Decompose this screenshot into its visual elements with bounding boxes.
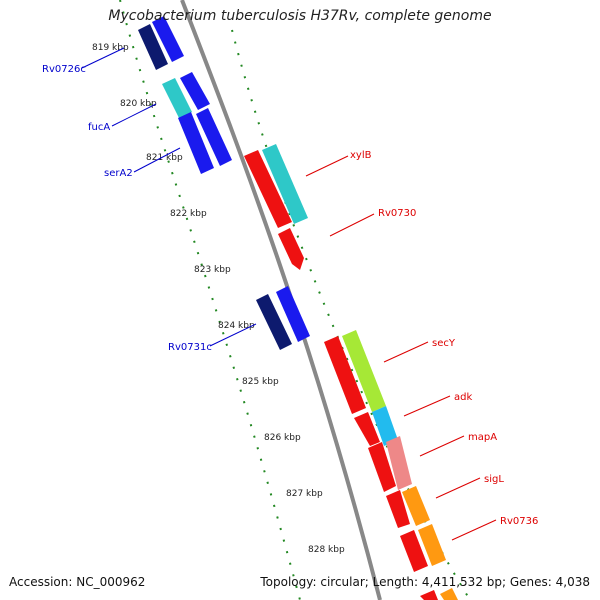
tick-label: 819 kbp bbox=[92, 43, 129, 53]
gene-sera2[interactable] bbox=[178, 112, 214, 174]
gene-label-sera2[interactable]: serA2 bbox=[104, 168, 133, 179]
gene-rv0726c-b[interactable] bbox=[152, 16, 184, 62]
label-leader bbox=[419, 435, 465, 457]
label-leader bbox=[403, 395, 451, 417]
gene-rv0732-b[interactable] bbox=[354, 412, 380, 446]
tick-label: 823 kbp bbox=[194, 265, 231, 275]
gene-sera2-b[interactable] bbox=[196, 108, 232, 166]
gene-tail-b[interactable] bbox=[440, 588, 458, 600]
gene-sigl[interactable] bbox=[402, 486, 430, 526]
gene-label-rv0731c[interactable]: Rv0731c bbox=[168, 342, 212, 353]
label-leader bbox=[435, 477, 481, 499]
genome-backbone bbox=[180, 0, 382, 600]
tick-label: 828 kbp bbox=[308, 545, 345, 555]
tick-label: 820 kbp bbox=[120, 99, 157, 109]
gene-label-mapa[interactable]: mapA bbox=[468, 432, 497, 443]
gene-rv0731c-a[interactable] bbox=[256, 294, 292, 350]
gene-rv0736[interactable] bbox=[418, 524, 446, 566]
gene-label-xylb[interactable]: xylB bbox=[350, 150, 372, 161]
reverse-strand-genes bbox=[138, 16, 310, 350]
gene-label-sigl[interactable]: sigL bbox=[484, 474, 504, 485]
gene-label-rv0736[interactable]: Rv0736 bbox=[500, 516, 538, 527]
label-leader bbox=[329, 213, 375, 237]
tick-label: 822 kbp bbox=[170, 209, 207, 219]
gene-fuca-b[interactable] bbox=[180, 72, 210, 110]
label-leader bbox=[133, 147, 181, 173]
gene-label-rv0726c[interactable]: Rv0726c bbox=[42, 64, 86, 75]
gene-label-adk[interactable]: adk bbox=[454, 392, 472, 403]
gene-label-rv0730[interactable]: Rv0730 bbox=[378, 208, 416, 219]
label-leader bbox=[81, 47, 125, 69]
gene-tail-a[interactable] bbox=[420, 590, 438, 600]
tick-label: 826 kbp bbox=[264, 433, 301, 443]
tick-label: 827 kbp bbox=[286, 489, 323, 499]
gene-rv0726c-a[interactable] bbox=[138, 24, 168, 70]
tick-label: 821 kbp bbox=[146, 153, 183, 163]
tick-label: 824 kbp bbox=[218, 321, 255, 331]
gene-mapa[interactable] bbox=[386, 436, 412, 490]
gene-adk[interactable] bbox=[372, 406, 398, 446]
gene-xylb-b[interactable] bbox=[262, 144, 308, 224]
label-leader bbox=[209, 323, 257, 347]
gene-xylb[interactable] bbox=[244, 150, 292, 228]
forward-strand-genes bbox=[244, 144, 458, 600]
forward-gene-labels: xylB Rv0730 secY adk mapA sigL Rv0736 bbox=[305, 150, 538, 541]
label-leader bbox=[305, 155, 349, 177]
gene-rv0731c-b[interactable] bbox=[276, 286, 310, 342]
label-leader bbox=[451, 519, 497, 541]
accession-text: Accession: NC_000962 bbox=[9, 575, 146, 589]
gene-secy[interactable] bbox=[342, 330, 386, 412]
gene-fuca[interactable] bbox=[162, 78, 192, 118]
reverse-strand-rail bbox=[119, 0, 301, 600]
gene-label-fuca[interactable]: fucA bbox=[88, 122, 110, 133]
gene-label-secy[interactable]: secY bbox=[432, 338, 456, 349]
label-leader bbox=[111, 103, 157, 127]
gene-sigl-a[interactable] bbox=[386, 490, 410, 528]
tick-label: 825 kbp bbox=[242, 377, 279, 387]
genome-title: Mycobacterium tuberculosis H37Rv, comple… bbox=[108, 8, 492, 24]
label-leader bbox=[383, 341, 429, 363]
tick-labels: 819 kbp 820 kbp 821 kbp 822 kbp 823 kbp … bbox=[92, 43, 345, 555]
genome-summary: Topology: circular; Length: 4,411,532 bp… bbox=[260, 575, 590, 589]
gene-rv0732-a[interactable] bbox=[324, 336, 366, 414]
gene-rv0730[interactable] bbox=[278, 228, 304, 270]
gene-mapa-a[interactable] bbox=[368, 442, 396, 492]
reverse-gene-labels: Rv0726c fucA serA2 Rv0731c bbox=[42, 47, 257, 353]
gene-rv0736-a[interactable] bbox=[400, 530, 428, 572]
